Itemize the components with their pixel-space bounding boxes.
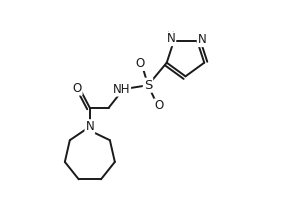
- Text: N: N: [167, 32, 175, 45]
- Text: S: S: [144, 79, 152, 92]
- Text: N: N: [198, 33, 206, 46]
- Text: N: N: [85, 120, 94, 133]
- Text: O: O: [154, 99, 164, 112]
- Text: NH: NH: [113, 83, 130, 96]
- Text: H: H: [167, 31, 175, 41]
- Text: O: O: [72, 82, 82, 95]
- Text: O: O: [136, 57, 145, 70]
